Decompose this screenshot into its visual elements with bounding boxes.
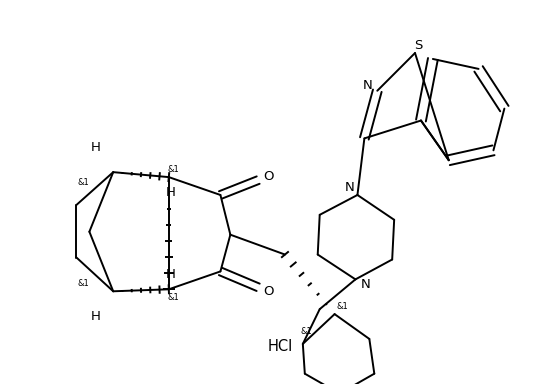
Text: H: H [91, 310, 100, 323]
Text: H: H [166, 268, 176, 281]
Text: N: N [344, 181, 354, 194]
Text: N: N [361, 278, 370, 291]
Text: O: O [263, 285, 273, 298]
Text: N: N [362, 79, 372, 92]
Text: &1: &1 [168, 293, 179, 302]
Text: O: O [263, 170, 273, 182]
Text: &1: &1 [78, 279, 89, 288]
Text: S: S [414, 38, 422, 52]
Text: &1: &1 [168, 165, 179, 174]
Text: &1: &1 [301, 328, 312, 336]
Text: &1: &1 [78, 177, 89, 187]
Text: HCl: HCl [267, 340, 292, 354]
Text: H: H [166, 186, 176, 199]
Text: H: H [91, 141, 100, 154]
Text: &1: &1 [337, 302, 348, 311]
